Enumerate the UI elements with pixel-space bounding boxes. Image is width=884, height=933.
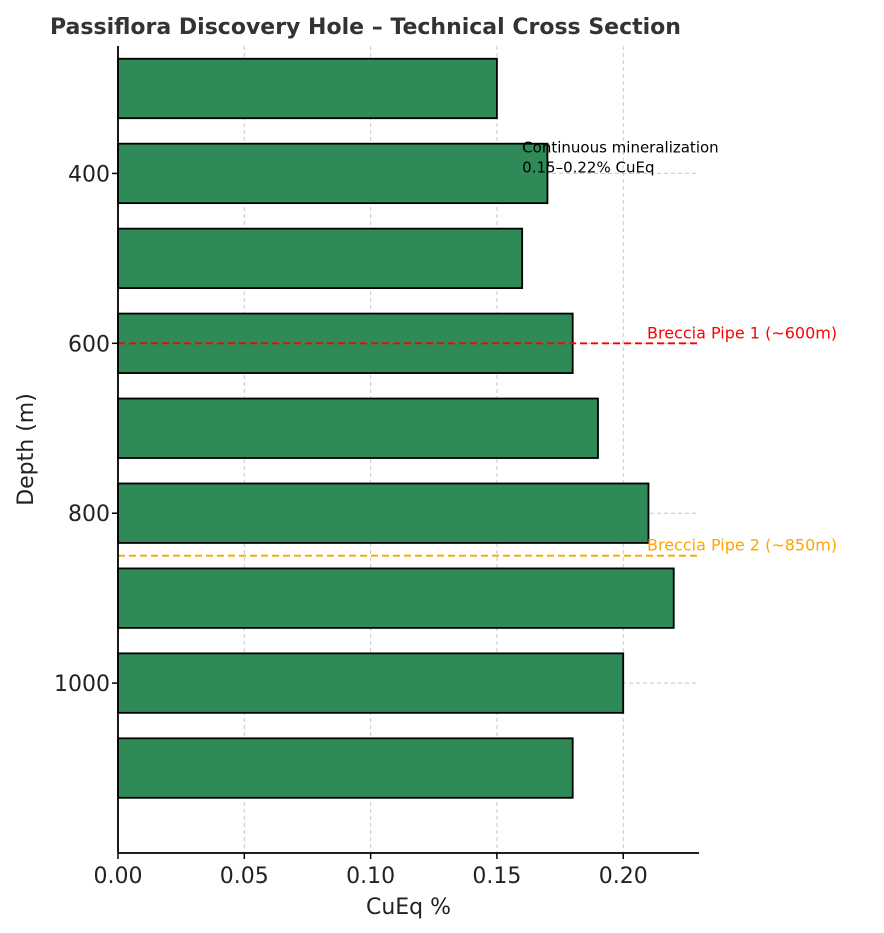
y-axis-ticks: 400 600 800 1000 bbox=[54, 162, 118, 697]
bar bbox=[117, 482, 650, 544]
reference-line-label: Breccia Pipe 1 (~600m) bbox=[647, 323, 837, 342]
bars bbox=[117, 57, 675, 799]
x-tick-label: 0.20 bbox=[599, 864, 648, 889]
x-tick-label: 0.10 bbox=[346, 864, 395, 889]
x-tick-label: 0.05 bbox=[220, 864, 269, 889]
bar bbox=[117, 57, 498, 120]
x-axis-ticks: 0.00 0.05 0.10 0.15 0.20 bbox=[94, 853, 648, 889]
bar bbox=[117, 397, 599, 459]
annotation: Continuous mineralization 0.15–0.22% CuEq bbox=[522, 138, 719, 176]
y-tick-label: 400 bbox=[68, 162, 110, 187]
bar bbox=[117, 142, 549, 205]
bar bbox=[117, 737, 574, 799]
reference-line-label: Breccia Pipe 2 (~850m) bbox=[647, 536, 837, 555]
y-tick-label: 800 bbox=[68, 502, 110, 527]
x-tick-label: 0.15 bbox=[472, 864, 521, 889]
axes bbox=[117, 46, 699, 854]
bar bbox=[117, 227, 524, 289]
x-tick-label: 0.00 bbox=[94, 864, 143, 889]
x-axis-label: CuEq % bbox=[366, 895, 451, 920]
annotation-text: 0.15–0.22% CuEq bbox=[522, 158, 654, 176]
y-tick-label: 600 bbox=[68, 332, 110, 357]
reference-lines: Breccia Pipe 1 (~600m) Breccia Pipe 2 (~8… bbox=[118, 323, 837, 557]
annotation-text: Continuous mineralization bbox=[522, 138, 719, 156]
bar bbox=[117, 652, 625, 714]
chart-title: Passiflora Discovery Hole – Technical Cr… bbox=[50, 15, 681, 40]
bar bbox=[117, 567, 675, 629]
y-axis-label: Depth (m) bbox=[14, 393, 39, 506]
y-tick-label: 1000 bbox=[54, 672, 110, 697]
